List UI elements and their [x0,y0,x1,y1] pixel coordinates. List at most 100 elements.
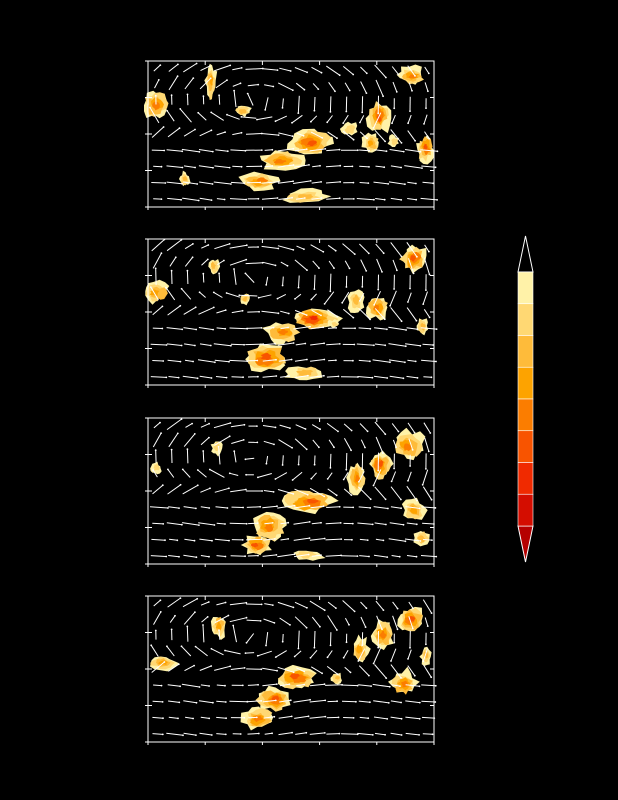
vector-head [276,505,278,508]
vector-head [323,609,326,612]
vector-head [304,428,307,430]
wind-vector [275,472,288,480]
vector-head [323,495,326,498]
wind-vector [373,375,388,379]
vector-head [212,306,215,309]
wind-vector [326,197,340,200]
vector-head [206,258,209,261]
wind-vector [407,65,416,77]
wind-vector [184,77,194,90]
vector-head [211,539,213,542]
vector-head [434,684,437,687]
wind-vector [280,310,289,314]
wind-vector [230,149,246,152]
wind-vector [169,538,178,541]
vector-head [303,88,306,91]
wind-vector [185,423,193,428]
vector-head [159,611,162,613]
wind-vector [152,432,162,448]
wind-vector [423,114,428,125]
vector-head [419,540,422,542]
wind-vector [199,181,213,185]
colorbar-segment [517,430,534,463]
vector-head [345,468,348,471]
vector-head [233,450,236,452]
wind-vector [296,245,305,250]
wind-vector [293,699,311,703]
wind-vector [357,522,373,525]
vector-head [367,252,370,255]
wind-vector [229,522,247,525]
vector-head [382,609,385,611]
vector-head [371,523,374,526]
vector-head [400,507,402,510]
vector-head [381,628,383,631]
wind-vector [310,115,318,123]
vector-head [170,94,173,97]
wind-vector [262,505,278,509]
wind-vector [311,522,322,525]
vector-head [435,328,438,330]
vector-head [356,149,359,152]
vector-head [281,464,284,466]
wind-vector [245,262,263,265]
vector-head [281,284,284,287]
wind-vector [294,259,308,271]
vector-head [218,94,221,97]
vector-head [310,120,312,123]
vector-head [341,301,344,304]
wind-vector [392,81,398,93]
vector-head [395,446,397,449]
wind-vector [343,488,352,496]
vector-head [308,164,310,166]
vector-head [274,656,277,658]
vector-head [333,446,335,449]
contour-fill [367,140,374,147]
wind-vector [311,309,322,316]
wind-vector [264,165,273,168]
vector-head [418,701,421,704]
wind-vector [294,616,307,629]
wind-vector [406,307,417,321]
vector-head [265,644,267,647]
wind-vector [375,198,385,201]
vector-head [264,109,267,111]
vector-head [211,150,214,153]
wind-vector [218,273,221,283]
wind-vector [198,327,214,331]
wind-vector [264,603,273,606]
wind-vector [293,505,310,509]
vector-head [352,73,355,76]
vector-head [382,452,384,454]
vector-head [256,441,259,444]
wind-vector [184,343,195,346]
vector-head [202,624,204,626]
wind-vector [195,646,208,657]
vector-head [306,606,308,609]
wind-vector [246,633,255,644]
vector-head [225,376,228,379]
wind-vector [233,90,237,108]
wind-vector [407,292,412,303]
vector-head [427,72,430,75]
vector-head [370,685,372,687]
vector-head [339,181,342,183]
wind-vector [407,198,417,201]
vector-head [317,88,320,90]
wind-vector [182,375,198,379]
wind-vector [202,273,205,283]
vector-head [400,142,403,144]
vector-head [345,110,348,113]
vector-head [351,538,353,541]
vector-head [384,344,387,347]
vector-head [337,430,339,433]
wind-vector [264,732,273,735]
wind-vector [424,82,429,92]
vector-head [352,316,355,319]
vector-head [170,628,173,631]
wind-vector [149,506,168,509]
wind-vector [280,375,290,378]
vector-head [364,626,367,628]
vector-head [197,111,200,114]
vector-head [206,616,209,618]
